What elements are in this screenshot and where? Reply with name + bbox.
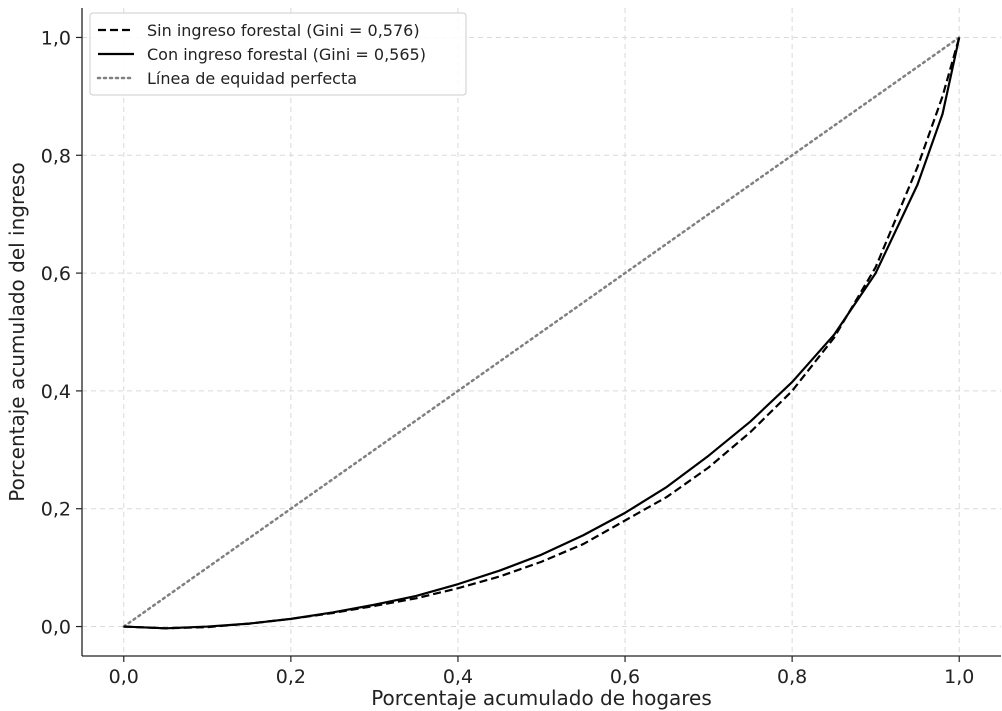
y-tick-label-2: 0,4: [41, 381, 71, 403]
legend-label-sin-ingreso-forestal: Sin ingreso forestal (Gini = 0,576): [147, 21, 420, 40]
y-tick-label-1: 0,2: [41, 499, 71, 521]
legend-label-con-ingreso-forestal: Con ingreso forestal (Gini = 0,565): [147, 45, 426, 64]
x-axis-title: Porcentaje acumulado de hogares: [371, 686, 712, 710]
series-lines: [122, 36, 961, 630]
y-axis-title: Porcentaje acumulado del ingreso: [5, 162, 29, 501]
x-tick-label-0: 0,0: [109, 666, 139, 688]
x-tick-label-3: 0,6: [610, 666, 640, 688]
x-tick-label-5: 1,0: [944, 666, 974, 688]
legend-box: [89, 12, 467, 96]
y-tick-label-4: 0,8: [41, 145, 71, 167]
x-ticks: 0,0 0,2 0,4 0,6 0,8 1,0: [109, 656, 974, 688]
axes: [81, 8, 1001, 657]
y-ticks: 0,0 0,2 0,4 0,6 0,8 1,0: [41, 27, 82, 639]
y-tick-label-0: 0,0: [41, 617, 71, 639]
x-tick-label-2: 0,4: [443, 666, 473, 688]
legend: Sin ingreso forestal (Gini = 0,576) Con i…: [89, 12, 467, 96]
y-tick-label-5: 1,0: [41, 27, 71, 49]
series-line-con-ingreso-forestal: [123, 37, 961, 630]
series-line-equidad-perfecta: [122, 36, 961, 628]
legend-label-equidad-perfecta: Línea de equidad perfecta: [147, 69, 357, 88]
y-tick-label-3: 0,6: [41, 263, 71, 285]
x-tick-label-4: 0,8: [777, 666, 807, 688]
x-tick-label-1: 0,2: [276, 666, 306, 688]
